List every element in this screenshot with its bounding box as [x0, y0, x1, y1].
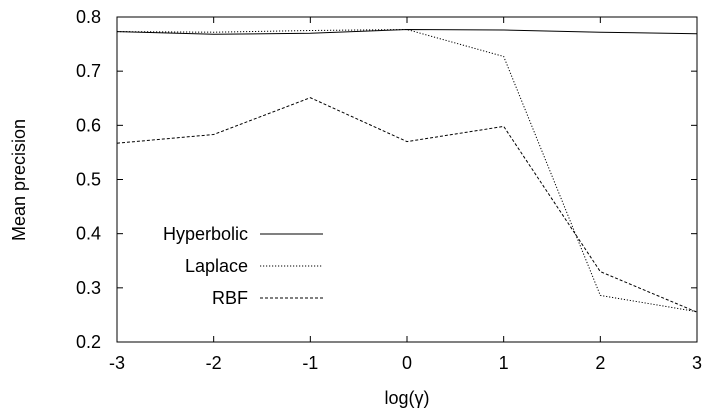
series-line-laplace	[116, 28, 698, 313]
y-tick-label: 0.3	[76, 278, 101, 298]
plot-frame	[116, 16, 698, 343]
y-tick-label: 0.7	[76, 61, 101, 81]
axis-ticks: -3 -2 -1 0 1 2 3 0.2 0.3 0.4 0.5 0.6 0.7 0.8	[76, 7, 702, 373]
y-tick-label: 0.6	[76, 115, 101, 135]
legend-label: RBF	[212, 288, 248, 308]
legend-label: Laplace	[185, 256, 248, 276]
y-tick-label: 0.8	[76, 7, 101, 27]
y-tick-label: 0.2	[76, 332, 101, 352]
x-tick-label: -1	[302, 353, 318, 373]
x-tick-label: 2	[595, 353, 605, 373]
x-axis-label: log(γ)	[384, 388, 429, 408]
legend: Hyperbolic Laplace RBF	[163, 224, 323, 308]
x-tick-label: -2	[206, 353, 222, 373]
x-tick-label: 3	[692, 353, 702, 373]
x-tick-label: 1	[499, 353, 509, 373]
series-line-hyperbolic	[116, 28, 698, 35]
y-axis-label: Mean precision	[9, 119, 29, 241]
series-lines	[116, 28, 698, 313]
y-tick-label: 0.5	[76, 170, 101, 190]
x-tick-label: -3	[109, 353, 125, 373]
series-line-rbf	[116, 97, 698, 313]
x-tick-label: 0	[402, 353, 412, 373]
legend-label: Hyperbolic	[163, 224, 248, 244]
y-tick-label: 0.4	[76, 224, 101, 244]
